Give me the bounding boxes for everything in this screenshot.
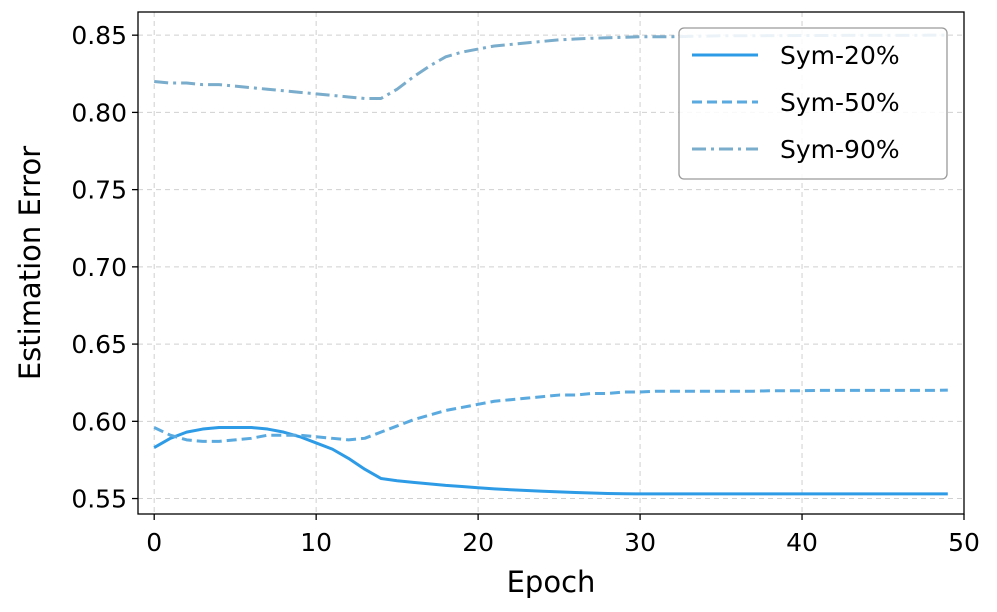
y-tick-label: 0.85 xyxy=(71,21,127,50)
series-line-sym-50 xyxy=(153,388,948,443)
y-axis-label: Estimation Error xyxy=(13,146,47,380)
x-tick-label: 30 xyxy=(624,528,656,557)
x-tick-label: 20 xyxy=(462,528,494,557)
y-tick-label: 0.55 xyxy=(71,485,127,514)
x-tick-label: 10 xyxy=(300,528,332,557)
y-tick-label: 0.70 xyxy=(71,253,127,282)
x-tick-label: 40 xyxy=(786,528,818,557)
x-axis: 0 10 20 30 40 50 xyxy=(146,514,980,557)
series-line-sym-20 xyxy=(153,426,948,496)
legend-items: Sym-20% Sym-50% Sym-90% xyxy=(692,41,900,164)
y-tick-label: 0.80 xyxy=(71,98,127,127)
legend: Sym-20% Sym-50% Sym-90% xyxy=(678,27,948,180)
plot-frame xyxy=(137,11,965,515)
legend-box xyxy=(678,27,948,180)
y-tick-label: 0.65 xyxy=(71,330,127,359)
y-tick-label: 0.60 xyxy=(71,407,127,436)
y-tick-label: 0.75 xyxy=(71,176,127,205)
x-axis-label: Epoch xyxy=(507,565,596,599)
y-axis: 0.55 0.60 0.65 0.70 0.75 0.80 0.85 xyxy=(71,21,138,514)
legend-label: Sym-50% xyxy=(780,88,900,117)
x-tick-label: 0 xyxy=(146,528,162,557)
legend-label: Sym-20% xyxy=(780,41,900,70)
legend-label: Sym-90% xyxy=(780,135,900,164)
grid xyxy=(138,12,965,514)
x-tick-label: 50 xyxy=(948,528,980,557)
